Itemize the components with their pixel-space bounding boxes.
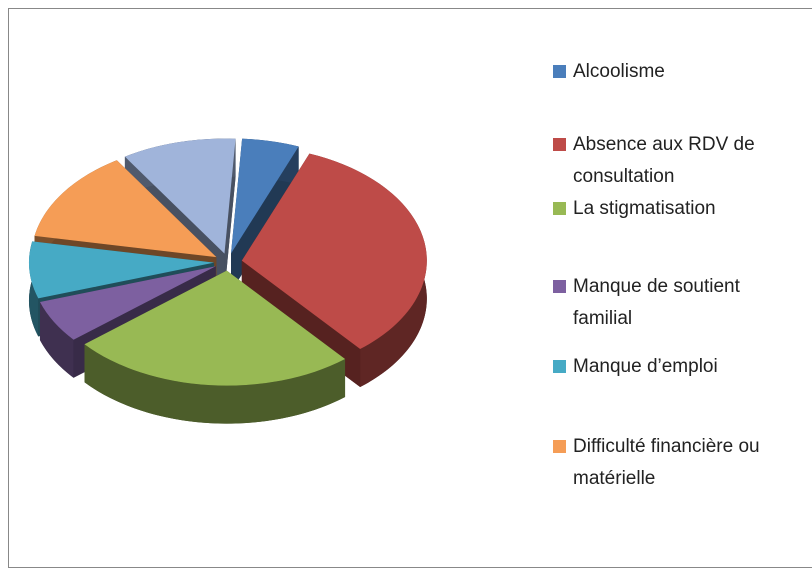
legend-item: Difficulté financière ou matérielle [553, 431, 803, 495]
legend-label: Manque de soutient familial [573, 276, 740, 329]
slice [84, 270, 346, 424]
legend-item: La stigmatisation [553, 193, 803, 225]
legend-swatch [553, 360, 566, 373]
page: {"chart_data": {"type": "pie", "categori… [8, 8, 812, 568]
legend-swatch [553, 138, 566, 151]
legend-label: Alcoolisme [573, 61, 665, 82]
legend-label: Manque d’emploi [573, 356, 718, 377]
slice [39, 266, 216, 340]
legend-item: Alcoolisme [553, 56, 803, 88]
slice-wall [224, 138, 236, 292]
slice [124, 138, 236, 254]
slice [241, 153, 427, 350]
slice [231, 138, 299, 254]
legend-swatch [553, 65, 566, 78]
slice [29, 241, 215, 299]
legend-item: Manque de soutient familial [553, 271, 803, 335]
legend: Alcoolisme Absence aux RDV de consultatio… [553, 56, 803, 495]
slice [84, 270, 346, 386]
legend-label: La stigmatisation [573, 198, 716, 219]
legend-label: Absence aux RDV de consultation [573, 134, 755, 187]
legend-swatch [553, 280, 566, 293]
slice-side [39, 302, 74, 378]
legend-label: Difficulté financière ou matérielle [573, 436, 760, 489]
chart [29, 138, 427, 424]
slice [34, 160, 217, 258]
legend-item: Manque d’emploi [553, 351, 803, 383]
legend-swatch [553, 202, 566, 215]
legend-item: Absence aux RDV de consultation [553, 129, 803, 193]
slice-side [84, 344, 346, 424]
legend-swatch [553, 440, 566, 453]
